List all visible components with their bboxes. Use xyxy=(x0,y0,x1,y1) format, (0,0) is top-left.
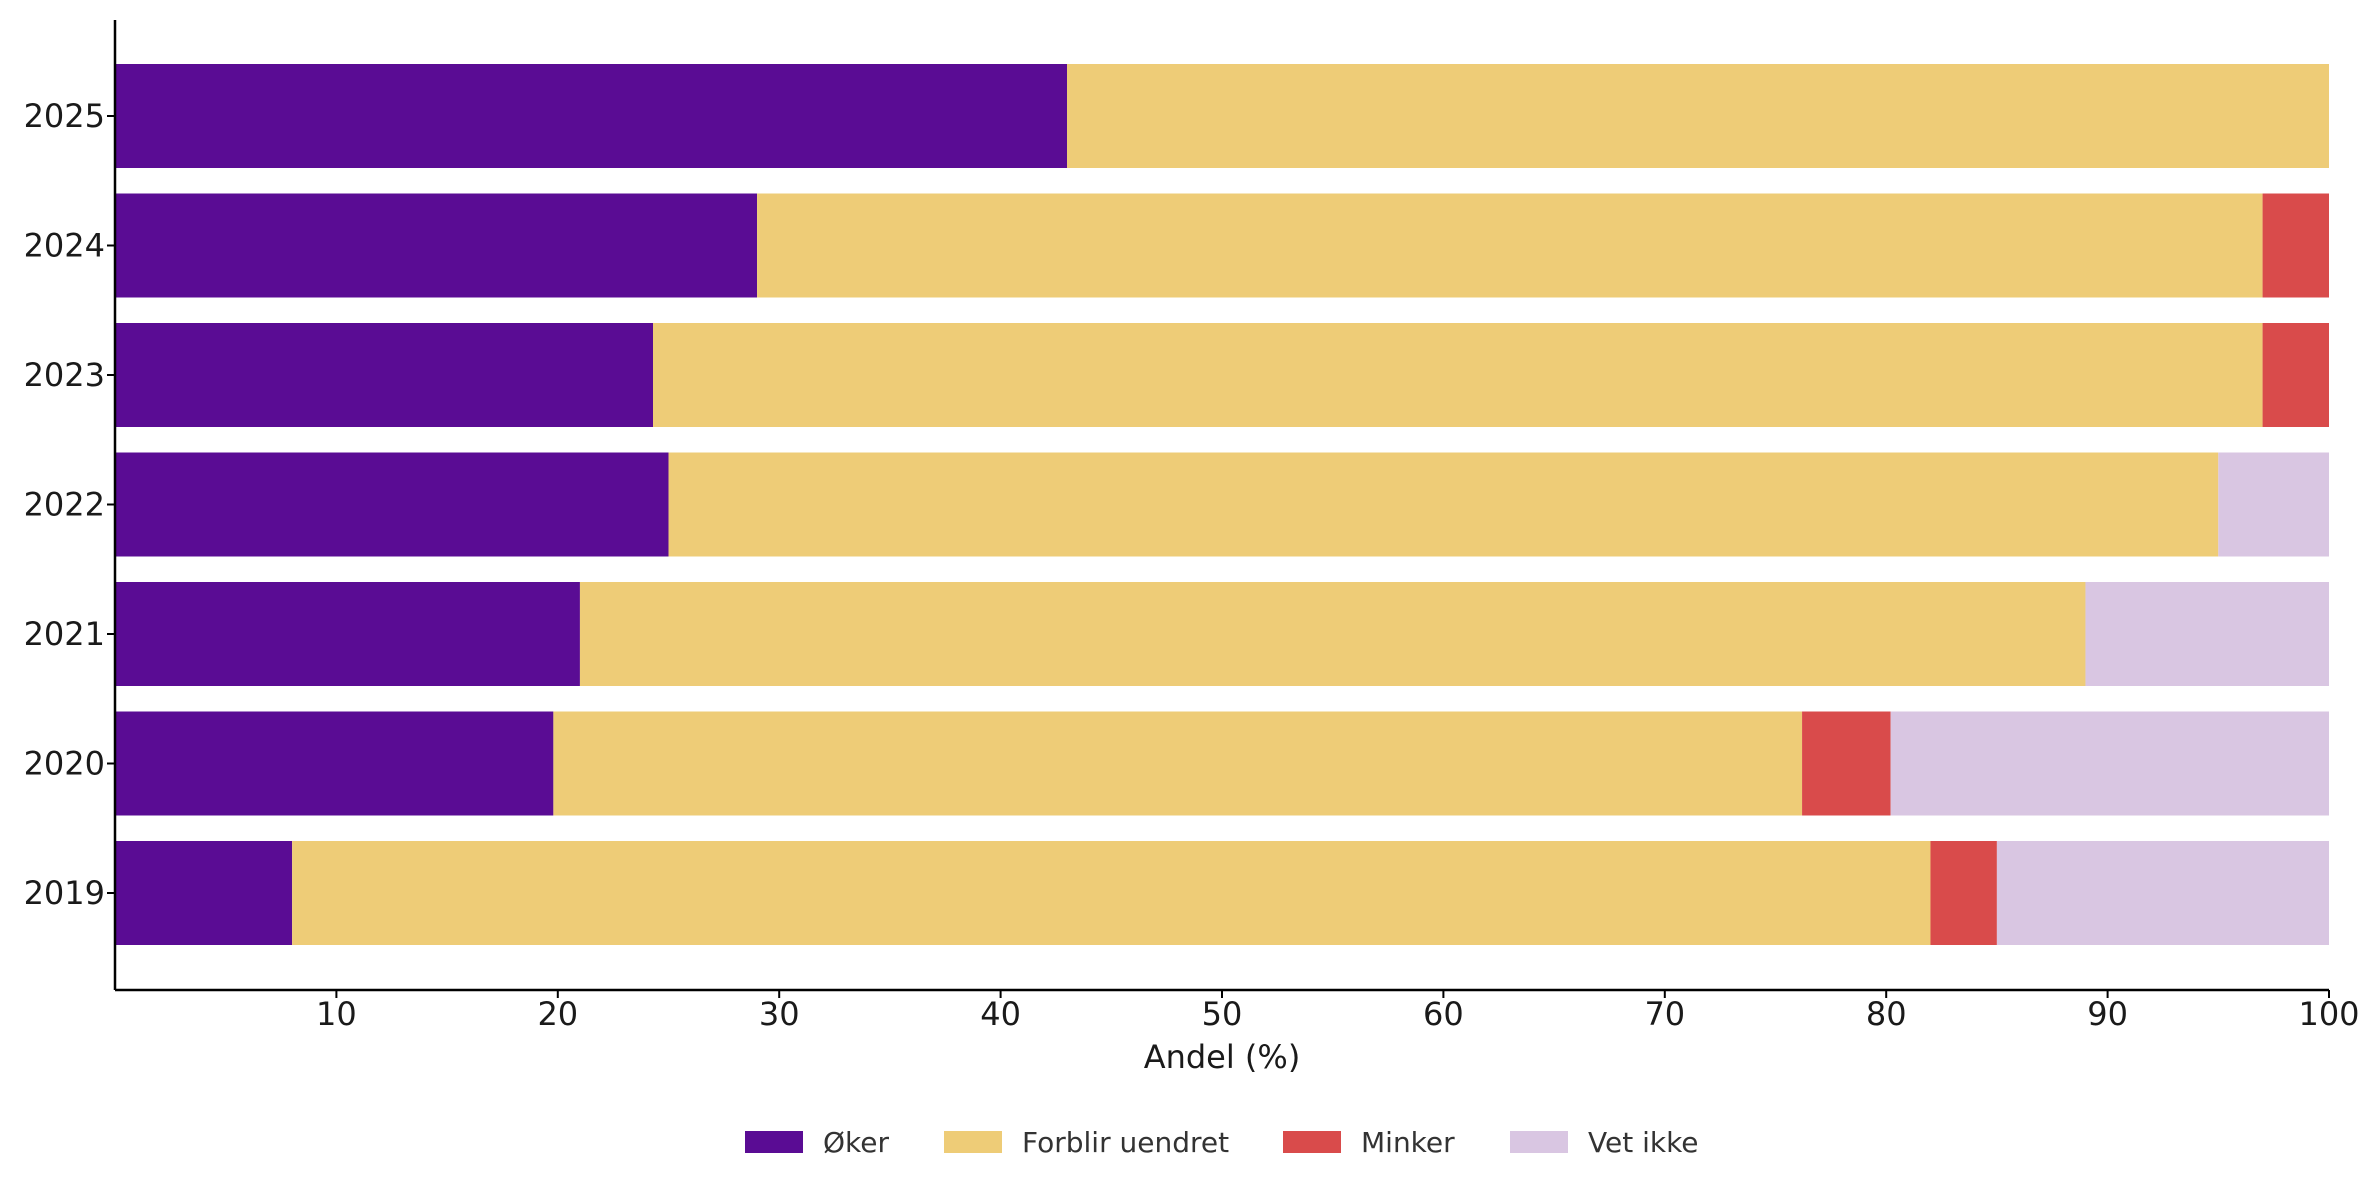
x-tick-label-100: 100 xyxy=(2298,995,2359,1033)
bar-2024-series-0 xyxy=(115,193,758,298)
bar-2019-series-3 xyxy=(1996,841,2329,945)
y-tick-labels: 2019 2020 2021 2022 2023 2024 2025 xyxy=(24,97,115,912)
y-tick-label-2019: 2019 xyxy=(24,874,105,912)
bar-2022-series-0 xyxy=(115,452,669,557)
bars-layer xyxy=(115,64,2329,945)
bar-2020-series-1 xyxy=(553,711,1803,816)
bar-2023-series-0 xyxy=(115,323,654,427)
x-tick-label-30: 30 xyxy=(759,995,800,1033)
y-tick-label-2022: 2022 xyxy=(24,486,105,524)
y-tick-label-2021: 2021 xyxy=(24,615,105,653)
legend-label-3: Vet ikke xyxy=(1588,1126,1699,1159)
legend-label-1: Forblir uendret xyxy=(1022,1126,1229,1159)
x-tick-label-80: 80 xyxy=(1866,995,1907,1033)
bar-2023-series-2 xyxy=(2262,323,2329,427)
bar-2021-series-1 xyxy=(579,582,2086,686)
x-tick-label-20: 20 xyxy=(537,995,578,1033)
bar-2023-series-1 xyxy=(653,323,2263,427)
legend-swatch-0 xyxy=(745,1131,803,1153)
bar-2024-series-2 xyxy=(2262,193,2329,298)
x-tick-label-40: 40 xyxy=(980,995,1021,1033)
legend-swatch-1 xyxy=(944,1131,1002,1153)
x-tick-labels: 10 20 30 40 50 60 70 80 90 100 xyxy=(316,990,2360,1033)
bar-2025-series-0 xyxy=(115,64,1068,168)
y-tick-label-2020: 2020 xyxy=(24,745,105,783)
legend-label-0: Øker xyxy=(823,1126,889,1159)
bar-2022-series-3 xyxy=(2218,452,2329,557)
bar-2019-series-0 xyxy=(115,841,293,945)
bar-2021-series-0 xyxy=(115,582,580,686)
bar-2025-series-1 xyxy=(1067,64,2329,168)
legend-swatch-3 xyxy=(1510,1131,1568,1153)
y-tick-label-2025: 2025 xyxy=(24,97,105,135)
legend-label-2: Minker xyxy=(1361,1126,1455,1159)
x-tick-label-70: 70 xyxy=(1644,995,1685,1033)
x-tick-label-60: 60 xyxy=(1423,995,1464,1033)
x-axis-title: Andel (%) xyxy=(1144,1038,1301,1076)
y-tick-label-2024: 2024 xyxy=(24,227,105,265)
legend: Øker Forblir uendret Minker Vet ikke xyxy=(745,1126,1699,1159)
bar-2024-series-1 xyxy=(757,193,2263,298)
bar-2019-series-2 xyxy=(1930,841,1997,945)
legend-swatch-2 xyxy=(1283,1131,1341,1153)
bar-2021-series-3 xyxy=(2085,582,2329,686)
bar-2020-series-2 xyxy=(1802,711,1891,816)
x-tick-label-10: 10 xyxy=(316,995,357,1033)
bar-2020-series-3 xyxy=(1890,711,2329,816)
x-tick-label-90: 90 xyxy=(2087,995,2128,1033)
x-tick-label-50: 50 xyxy=(1202,995,1243,1033)
bar-2019-series-1 xyxy=(292,841,1931,945)
bar-2022-series-1 xyxy=(668,452,2219,557)
y-tick-label-2023: 2023 xyxy=(24,356,105,394)
bar-2020-series-0 xyxy=(115,711,554,816)
